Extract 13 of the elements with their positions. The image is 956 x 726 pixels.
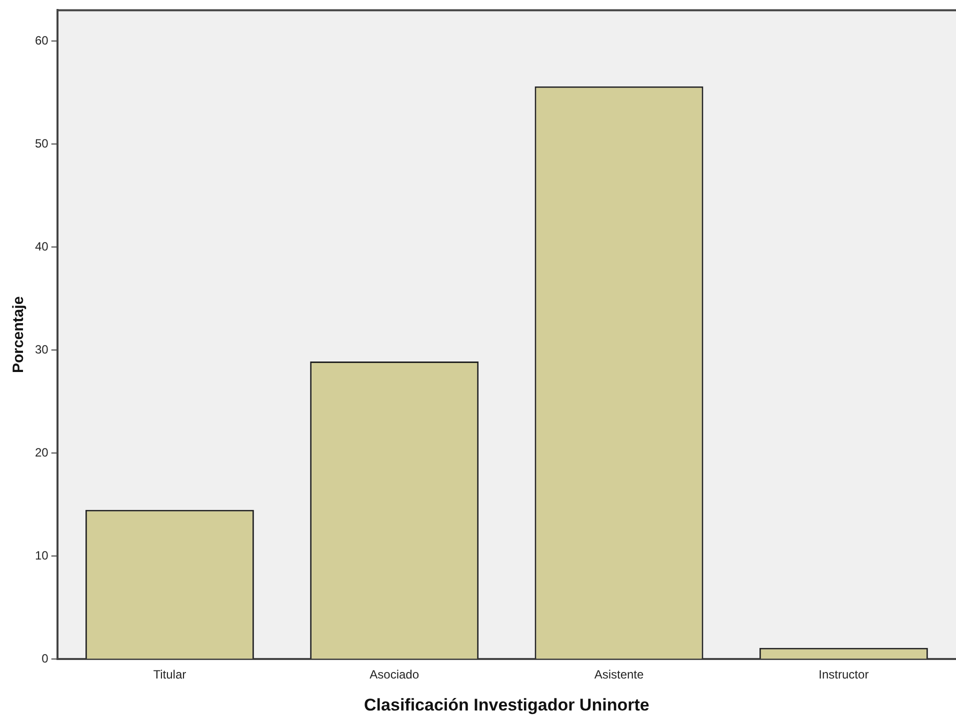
- y-axis-title: Porcentaje: [10, 296, 28, 374]
- y-tick-label: 0: [42, 652, 49, 666]
- y-tick-label: 40: [34, 239, 49, 254]
- y-tick-label: 60: [34, 33, 49, 48]
- y-tick-label: 20: [34, 445, 49, 460]
- x-axis-title: Clasificación Investigador Uninorte: [364, 695, 650, 714]
- y-tick-label: 50: [34, 136, 49, 150]
- x-tick-label: Asistente: [594, 668, 644, 682]
- y-tick-label: 30: [34, 342, 49, 356]
- x-tick-label: Instructor: [818, 668, 869, 682]
- x-tick-label: Titular: [153, 668, 186, 682]
- x-tick-label: Asociado: [370, 668, 420, 682]
- y-tick-label: 10: [34, 548, 49, 562]
